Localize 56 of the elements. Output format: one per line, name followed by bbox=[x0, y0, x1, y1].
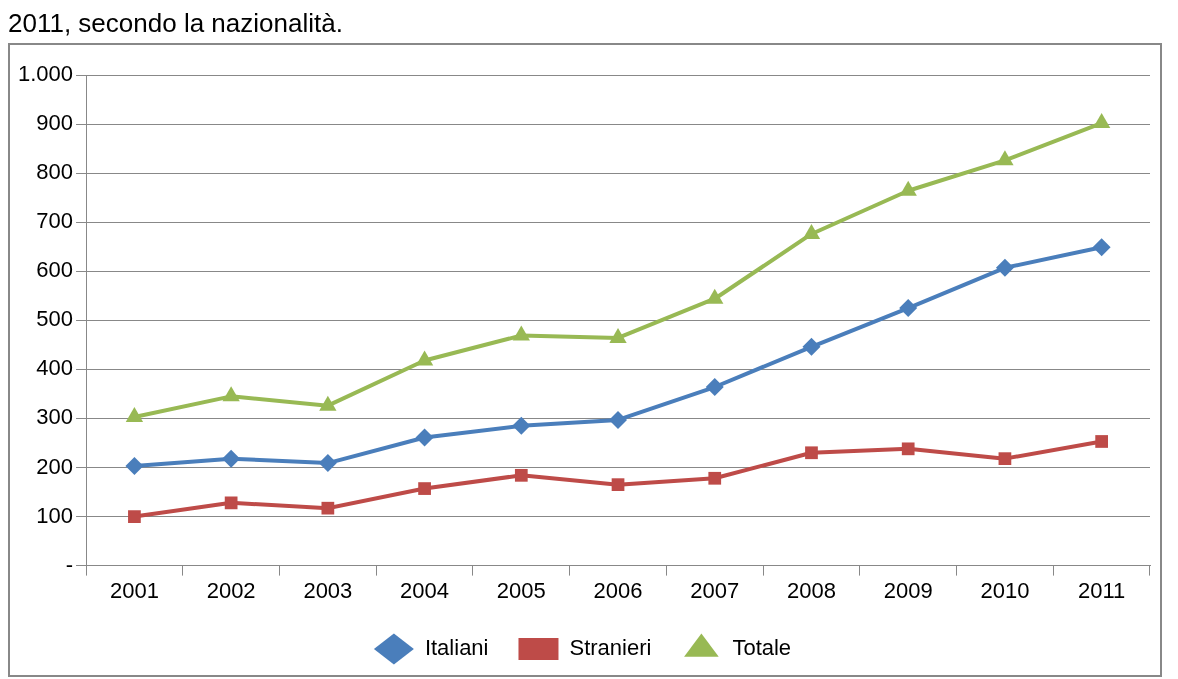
point bbox=[128, 510, 141, 523]
y-tick-label: 800 bbox=[36, 159, 74, 185]
point bbox=[224, 496, 238, 510]
x-tick-label: 2004 bbox=[400, 577, 450, 603]
y-tick-label: 1.000 bbox=[17, 61, 74, 87]
x-tick-label: 2009 bbox=[883, 577, 933, 603]
point bbox=[899, 180, 917, 196]
point bbox=[514, 468, 528, 482]
point bbox=[512, 416, 531, 435]
y-tick-label: 400 bbox=[36, 355, 74, 381]
x-tick-label: 2005 bbox=[496, 577, 546, 603]
point bbox=[125, 457, 144, 476]
point bbox=[321, 501, 335, 515]
y-tick-label: 200 bbox=[36, 453, 74, 479]
y-tick-label: 500 bbox=[36, 306, 74, 332]
point bbox=[802, 223, 821, 239]
x-tick-label: 2001 bbox=[109, 577, 159, 603]
point bbox=[998, 452, 1012, 466]
point bbox=[708, 471, 722, 485]
point bbox=[705, 378, 724, 397]
legend-label: Italiani bbox=[424, 635, 489, 661]
x-tick-label: 2011 bbox=[1077, 577, 1126, 603]
x-tick-label: 2003 bbox=[303, 577, 353, 603]
point bbox=[996, 150, 1014, 166]
point bbox=[1092, 113, 1111, 129]
chart-title: 2011, secondo la nazionalità. bbox=[8, 8, 344, 39]
point bbox=[415, 428, 434, 447]
point bbox=[706, 288, 724, 304]
y-tick-label: 900 bbox=[36, 110, 74, 136]
x-tick-label: 2007 bbox=[690, 577, 740, 603]
point bbox=[418, 482, 431, 495]
y-tick-label: - bbox=[65, 551, 74, 577]
point bbox=[995, 258, 1014, 277]
point bbox=[609, 410, 628, 429]
point bbox=[899, 299, 918, 318]
y-tick-label: 100 bbox=[36, 502, 74, 528]
y-tick-label: 300 bbox=[36, 404, 74, 430]
point bbox=[222, 449, 241, 468]
point bbox=[318, 454, 337, 473]
point bbox=[512, 325, 530, 341]
x-tick-label: 2006 bbox=[593, 577, 643, 603]
x-tick-label: 2010 bbox=[980, 577, 1030, 603]
y-tick-label: 600 bbox=[36, 257, 74, 283]
point bbox=[222, 386, 240, 402]
point bbox=[802, 337, 821, 356]
point bbox=[609, 327, 627, 343]
point bbox=[901, 442, 915, 456]
legend-label: Totale bbox=[732, 635, 792, 661]
point bbox=[1095, 435, 1108, 448]
point bbox=[611, 478, 625, 492]
point bbox=[415, 350, 434, 366]
y-tick-label: 700 bbox=[36, 208, 74, 234]
x-tick-label: 2008 bbox=[787, 577, 836, 603]
legend-label: Stranieri bbox=[569, 635, 652, 661]
x-tick-label: 2002 bbox=[206, 577, 256, 603]
point bbox=[805, 446, 818, 460]
